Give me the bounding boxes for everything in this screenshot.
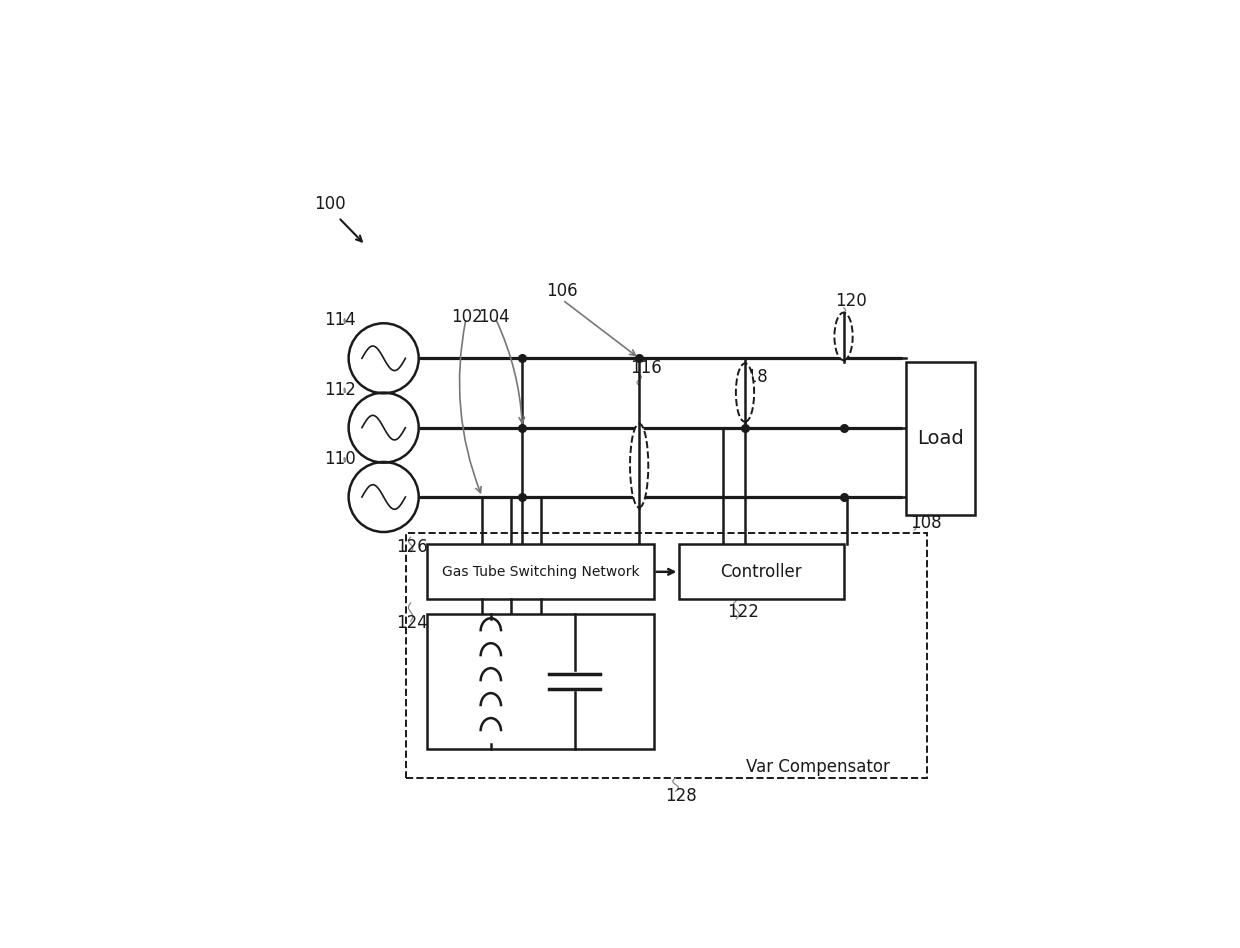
Text: 118: 118 xyxy=(737,368,768,386)
Bar xyxy=(405,534,928,778)
Text: 108: 108 xyxy=(910,515,941,533)
Text: 106: 106 xyxy=(547,283,578,301)
Ellipse shape xyxy=(835,313,853,360)
Text: 124: 124 xyxy=(396,614,428,632)
Text: Var Compensator: Var Compensator xyxy=(746,758,890,776)
Text: Load: Load xyxy=(916,429,963,448)
Text: Controller: Controller xyxy=(720,563,802,581)
Text: 100: 100 xyxy=(314,194,346,212)
Text: 104: 104 xyxy=(479,308,510,326)
Text: 110: 110 xyxy=(324,450,356,468)
Text: 120: 120 xyxy=(835,293,867,310)
Ellipse shape xyxy=(630,424,649,507)
Text: Gas Tube Switching Network: Gas Tube Switching Network xyxy=(441,565,640,579)
Text: 122: 122 xyxy=(727,604,759,622)
Ellipse shape xyxy=(735,363,754,422)
Text: 102: 102 xyxy=(451,308,484,326)
Text: 116: 116 xyxy=(630,359,661,377)
Text: 114: 114 xyxy=(324,312,356,330)
Bar xyxy=(428,613,653,749)
Bar xyxy=(905,362,975,516)
Text: 128: 128 xyxy=(665,788,697,806)
Text: 112: 112 xyxy=(324,381,356,399)
Text: 126: 126 xyxy=(396,538,428,556)
Bar xyxy=(680,544,843,599)
Bar xyxy=(428,544,653,599)
